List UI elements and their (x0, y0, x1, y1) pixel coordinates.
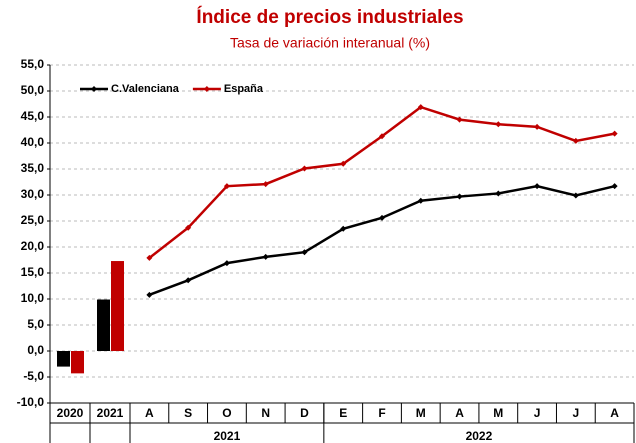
x-tick-label: A (610, 406, 619, 420)
marker (223, 260, 230, 267)
legend-marker (203, 86, 210, 92)
x-tick-label: O (222, 406, 231, 420)
marker (495, 121, 502, 128)
x-tick-label: M (416, 406, 426, 420)
y-tick-label: -10,0 (17, 395, 45, 409)
x-tick-label: 2020 (57, 406, 84, 420)
marker (572, 137, 579, 144)
line (148, 184, 615, 297)
marker (146, 291, 153, 298)
y-tick-label: 50,0 (21, 83, 45, 97)
marker (572, 192, 579, 199)
x-tick-label: N (261, 406, 270, 420)
y-tick-label: 0,0 (27, 343, 44, 357)
marker (262, 253, 269, 260)
marker (456, 193, 463, 200)
marker (417, 104, 424, 111)
x-tick-label: S (184, 406, 192, 420)
legend-marker (91, 86, 97, 92)
x-tick-label: A (145, 406, 154, 420)
y-tick-label: 35,0 (21, 161, 45, 175)
legend-label: España (224, 83, 264, 95)
y-tick-label: 10,0 (21, 291, 45, 305)
line (148, 105, 615, 259)
y-tick-label: 40,0 (21, 135, 45, 149)
marker (301, 165, 308, 172)
marker (534, 183, 541, 190)
marker (146, 254, 153, 261)
marker (379, 214, 385, 221)
y-tick-label: 5,0 (27, 317, 44, 331)
marker (611, 130, 618, 137)
y-tick-label: -5,0 (23, 369, 44, 383)
bar (71, 351, 84, 374)
y-tick-label: 30,0 (21, 187, 45, 201)
x-tick-label: M (493, 406, 503, 420)
x-tick-label: J (534, 406, 541, 420)
x-tick-label: J (573, 406, 580, 420)
legend-label: C.Valenciana (111, 83, 180, 95)
marker (340, 160, 347, 167)
marker (223, 183, 230, 190)
chart-subtitle: Tasa de variación interanual (%) (230, 35, 430, 51)
x-group-label: 2022 (466, 429, 493, 443)
marker (379, 133, 385, 140)
marker (185, 277, 192, 284)
marker (185, 224, 192, 231)
marker (301, 249, 308, 256)
x-tick-label: E (339, 406, 347, 420)
marker (417, 197, 424, 204)
marker (495, 190, 502, 197)
x-tick-label: D (300, 406, 309, 420)
marker (611, 183, 618, 190)
y-tick-label: 20,0 (21, 239, 45, 253)
marker (534, 123, 541, 130)
y-tick-label: 55,0 (21, 57, 45, 71)
marker (340, 225, 347, 232)
x-tick-label: A (455, 406, 464, 420)
y-tick-label: 45,0 (21, 109, 45, 123)
y-tick-label: 25,0 (21, 213, 45, 227)
bar (57, 351, 70, 367)
y-tick-label: 15,0 (21, 265, 45, 279)
bar (97, 299, 110, 351)
x-group-label: 2021 (214, 429, 241, 443)
marker (262, 181, 269, 188)
x-tick-label: F (378, 406, 385, 420)
chart-title: Índice de precios industriales (196, 6, 463, 28)
bar (111, 261, 124, 351)
x-tick-label: 2021 (97, 406, 124, 420)
marker (456, 116, 463, 123)
